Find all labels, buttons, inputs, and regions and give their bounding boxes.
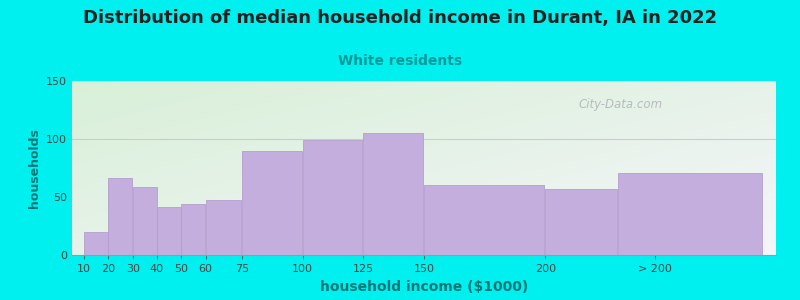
Y-axis label: households: households: [27, 128, 41, 208]
Bar: [242, 151, 302, 255]
Bar: [363, 133, 423, 255]
Text: City-Data.com: City-Data.com: [579, 98, 663, 111]
Bar: [182, 204, 205, 255]
Bar: [618, 172, 762, 255]
Text: Distribution of median household income in Durant, IA in 2022: Distribution of median household income …: [83, 9, 717, 27]
Bar: [84, 232, 108, 255]
Text: White residents: White residents: [338, 54, 462, 68]
Bar: [302, 140, 362, 255]
Bar: [546, 189, 617, 255]
Bar: [109, 178, 132, 255]
X-axis label: household income ($1000): household income ($1000): [320, 280, 528, 294]
Bar: [206, 200, 242, 255]
Bar: [424, 185, 543, 255]
Bar: [157, 207, 181, 255]
Bar: [133, 187, 157, 255]
